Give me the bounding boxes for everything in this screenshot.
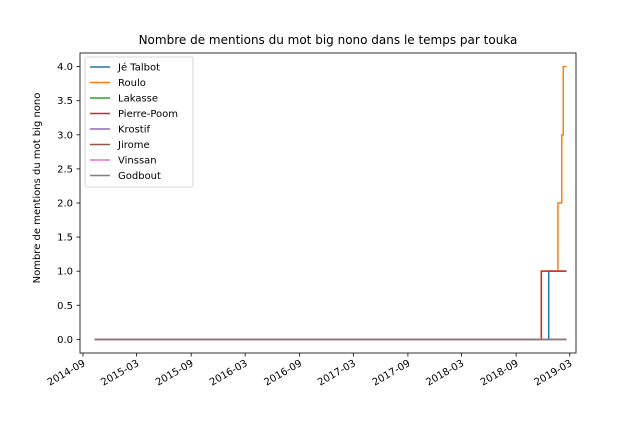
y-tick-label: 0.0 [57,335,73,346]
series-line-0 [94,270,567,341]
legend-label: Roulo [118,78,146,89]
series-line-3 [94,270,567,341]
legend-box [84,56,194,188]
x-tick-label: 2015-03 [99,358,141,388]
legend-label: Jirome [117,140,150,151]
legend-label: Lakasse [118,94,158,105]
y-tick-label: 2.0 [57,199,73,210]
legend-label: Jé Talbot [117,62,160,74]
x-tick-label: 2018-03 [424,358,466,388]
y-tick-label: 2.5 [57,164,73,175]
x-tick-label: 2016-03 [208,358,250,388]
legend-label: Godbout [118,171,161,182]
x-tick-label: 2017-09 [371,358,413,388]
legend-label: Vinssan [118,156,157,167]
legend: Jé Talbot Roulo Lakasse Pierre-Poom Krostif J… [84,56,194,188]
y-tick-label: 0.5 [57,301,73,312]
x-tick-label: 2019-03 [533,358,575,388]
legend-label: Krostif [118,125,150,136]
y-tick-label: 1.0 [57,267,73,278]
y-tick-label: 3.0 [57,130,73,141]
y-tick-label: 1.5 [57,233,73,244]
y-tick-label: 3.5 [57,96,73,107]
x-tick-label: 2014-09 [46,358,88,388]
x-tick-label: 2017-03 [316,358,358,388]
chart-title: Nombre de mentions du mot big nono dans … [139,33,518,47]
x-tick-label: 2016-09 [262,358,304,388]
x-tick-label: 2015-09 [154,358,196,388]
series-layer [94,65,567,341]
y-tick-label: 4.0 [57,62,73,73]
x-tick-label: 2018-09 [479,358,521,388]
legend-label: Pierre-Poom [118,109,178,120]
y-axis-label: Nombre de mentions du mot big nono [32,93,43,284]
